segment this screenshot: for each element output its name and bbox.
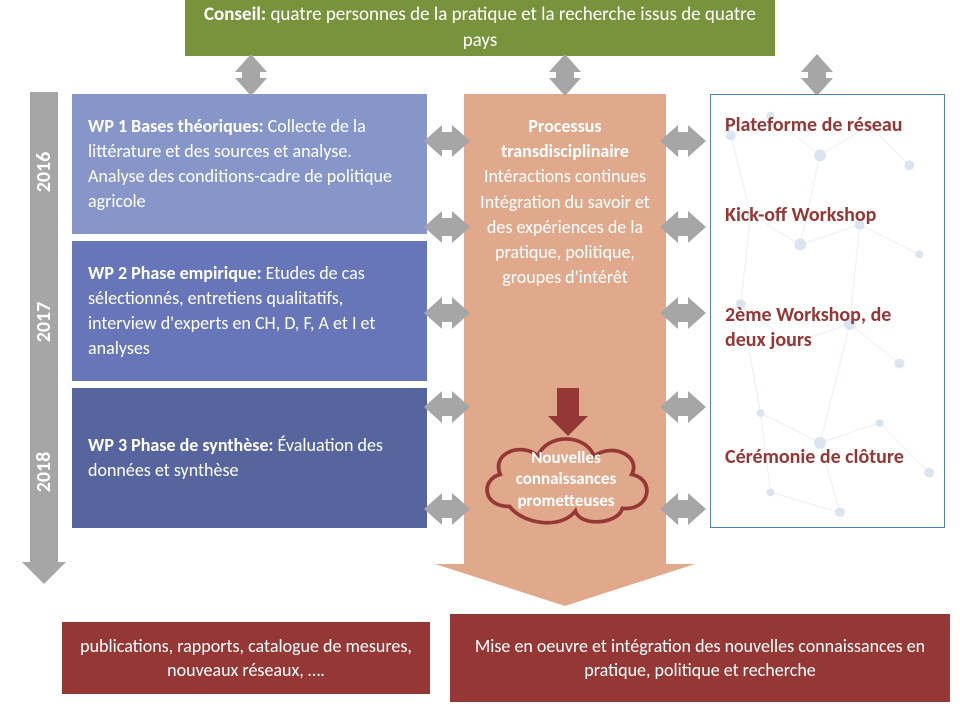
wp-box-1: WP 1 Bases théoriques: Collecte de la li… bbox=[72, 94, 427, 234]
cloud: Nouvelles connaissances prometteuses bbox=[472, 424, 660, 534]
right-panel-item: Cérémonie de clôture bbox=[725, 445, 932, 470]
conseil-box: Conseil: quatre personnes de la pratique… bbox=[185, 0, 775, 56]
double-arrow-v bbox=[234, 54, 268, 96]
double-arrow-v bbox=[800, 54, 834, 96]
wp-box-2: WP 2 Phase empirique: Etudes de cas séle… bbox=[72, 241, 427, 381]
right-panel-item: Plateforme de réseau bbox=[725, 113, 932, 138]
right-panel: Plateforme de réseau Kick-off Workshop 2èm… bbox=[710, 94, 945, 528]
bottom-box-2: Mise en oeuvre et intégration des nouvel… bbox=[450, 614, 950, 702]
double-arrow-h bbox=[660, 492, 706, 526]
process-title: Processus transdisciplinaire bbox=[501, 115, 629, 162]
bottom-box-1: publications, rapports, catalogue de mes… bbox=[62, 622, 430, 694]
double-arrow-h bbox=[660, 124, 706, 158]
double-arrow-h bbox=[424, 492, 470, 526]
year-label: 2016 bbox=[32, 142, 56, 202]
double-arrow-h bbox=[660, 296, 706, 330]
right-panel-item: Kick-off Workshop bbox=[725, 203, 932, 228]
double-arrow-h bbox=[424, 390, 470, 424]
double-arrow-h bbox=[424, 210, 470, 244]
timeline-arrowhead bbox=[22, 562, 66, 584]
year-label: 2017 bbox=[32, 292, 56, 352]
right-panel-item: 2ème Workshop, de deux jours bbox=[725, 303, 932, 353]
cloud-label: Nouvelles connaissances prometteuses bbox=[472, 447, 660, 511]
process-arrowhead bbox=[435, 564, 695, 606]
double-arrow-h bbox=[424, 296, 470, 330]
process-body: Intéractions continues Intégration du sa… bbox=[480, 165, 650, 288]
double-arrow-v bbox=[548, 54, 582, 96]
wp-box-3: WP 3 Phase de synthèse: Évaluation des d… bbox=[72, 388, 427, 528]
conseil-text: Conseil: quatre personnes de la pratique… bbox=[197, 2, 763, 53]
double-arrow-h bbox=[424, 124, 470, 158]
year-label: 2018 bbox=[32, 442, 56, 502]
double-arrow-h bbox=[660, 390, 706, 424]
double-arrow-h bbox=[660, 210, 706, 244]
